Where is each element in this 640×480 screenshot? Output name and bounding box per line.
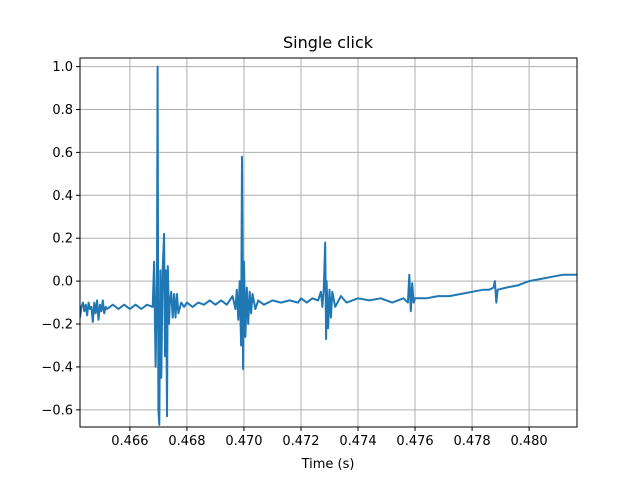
y-tick-label: −0.4 (41, 360, 73, 375)
x-axis-label: Time (s) (301, 457, 355, 472)
ticks: 0.466 0.468 0.470 0.472 0.474 0.476 0.478 0.480… (41, 60, 547, 449)
y-tick-label: 0.4 (52, 189, 73, 204)
y-tick-label: 1.0 (52, 60, 73, 75)
x-tick-label: 0.470 (225, 434, 262, 449)
y-tick-label: 0.0 (52, 275, 73, 290)
series-layer (80, 65, 577, 426)
x-tick-label: 0.468 (168, 434, 205, 449)
x-tick-label: 0.466 (111, 434, 148, 449)
chart-title: Single click (283, 33, 374, 52)
y-tick-label: 0.6 (52, 146, 73, 161)
x-tick-label: 0.472 (282, 434, 319, 449)
x-tick-label: 0.478 (453, 434, 490, 449)
y-tick-label: 0.8 (52, 103, 73, 118)
x-tick-label: 0.474 (339, 434, 376, 449)
x-tick-label: 0.476 (396, 434, 433, 449)
x-tick-label: 0.480 (510, 434, 547, 449)
axes-frame (79, 57, 578, 428)
waveform-line (80, 65, 577, 426)
y-tick-label: −0.6 (41, 403, 73, 418)
y-tick-label: 0.2 (52, 232, 73, 247)
y-tick-label: −0.2 (41, 318, 73, 333)
